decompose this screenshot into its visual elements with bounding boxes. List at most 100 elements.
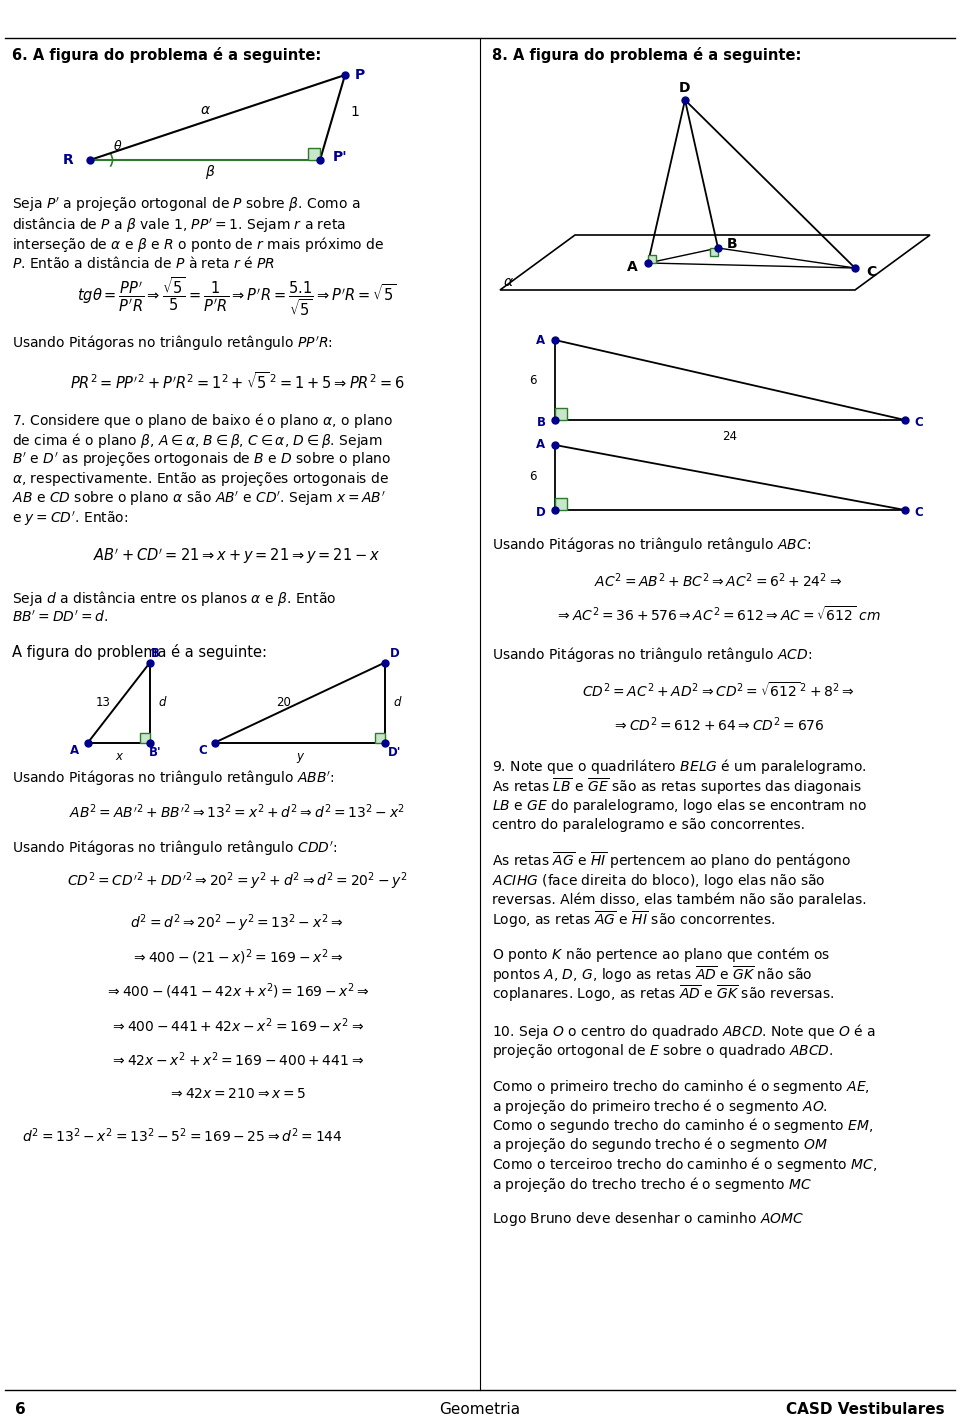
Text: e $y = CD'$. Então:: e $y = CD'$. Então: <box>12 509 129 528</box>
Text: CASD Vestibulares: CASD Vestibulares <box>786 1403 945 1417</box>
Text: Logo, as retas $\overline{AG}$ e $\overline{HI}$ são concorrentes.: Logo, as retas $\overline{AG}$ e $\overl… <box>492 910 776 930</box>
Text: reversas. Além disso, elas também não são paralelas.: reversas. Além disso, elas também não sã… <box>492 893 867 907</box>
Text: $AB' + CD' = 21 \Rightarrow x + y = 21 \Rightarrow y = 21 - x$: $AB' + CD' = 21 \Rightarrow x + y = 21 \… <box>93 546 381 566</box>
Text: O ponto $K$ não pertence ao plano que contém os: O ponto $K$ não pertence ao plano que co… <box>492 945 830 964</box>
Text: $B'$ e $D'$ as projeções ortogonais de $B$ e $D$ sobre o plano: $B'$ e $D'$ as projeções ortogonais de $… <box>12 451 392 469</box>
Text: Logo Bruno deve desenhar o caminho $AOMC$: Logo Bruno deve desenhar o caminho $AOMC… <box>492 1211 804 1229</box>
Text: $ACIHG$ (face direita do bloco), logo elas não são: $ACIHG$ (face direita do bloco), logo el… <box>492 871 826 890</box>
Text: B: B <box>151 647 159 660</box>
Text: B: B <box>537 416 545 429</box>
Text: interseção de $\alpha$ e $\beta$ e $R$ o ponto de $r$ mais próximo de: interseção de $\alpha$ e $\beta$ e $R$ o… <box>12 234 384 254</box>
Text: C: C <box>199 744 207 757</box>
Text: coplanares. Logo, as retas $\overline{AD}$ e $\overline{GK}$ são reversas.: coplanares. Logo, as retas $\overline{AD… <box>492 984 834 1004</box>
Text: $\Rightarrow 400 - (441 - 42x + x^2) = 169 - x^2 \Rightarrow$: $\Rightarrow 400 - (441 - 42x + x^2) = 1… <box>105 981 370 1001</box>
Text: B': B' <box>149 746 161 759</box>
Text: D: D <box>390 647 400 660</box>
Text: $AC^2 = AB^2 + BC^2 \Rightarrow AC^2 = 6^2 + 24^2 \Rightarrow$: $AC^2 = AB^2 + BC^2 \Rightarrow AC^2 = 6… <box>594 572 842 590</box>
Text: As retas $\overline{LB}$ e $\overline{GE}$ são as retas suportes das diagonais: As retas $\overline{LB}$ e $\overline{GE… <box>492 776 862 797</box>
Text: 24: 24 <box>723 429 737 442</box>
Text: $\Rightarrow 400 - 441 + 42x - x^2 = 169 - x^2 \Rightarrow$: $\Rightarrow 400 - 441 + 42x - x^2 = 169… <box>110 1017 364 1035</box>
Text: Usando Pitágoras no triângulo retângulo $CDD'$:: Usando Pitágoras no triângulo retângulo … <box>12 838 337 857</box>
Text: B: B <box>727 237 737 251</box>
Polygon shape <box>500 235 930 289</box>
Text: 6: 6 <box>529 471 537 483</box>
Text: D: D <box>680 81 691 96</box>
Text: 6: 6 <box>15 1403 26 1417</box>
Text: a projeção do segundo trecho é o segmento $OM$: a projeção do segundo trecho é o segment… <box>492 1135 828 1155</box>
Text: Seja $P'$ a projeção ortogonal de $P$ sobre $\beta$. Como a: Seja $P'$ a projeção ortogonal de $P$ so… <box>12 195 361 214</box>
Polygon shape <box>308 148 320 160</box>
Text: A: A <box>627 260 637 274</box>
Text: 6: 6 <box>529 374 537 386</box>
Text: $CD^2 = CD'^2 + DD'^2 \Rightarrow 20^2 = y^2 + d^2 \Rightarrow d^2 = 20^2 - y^2$: $CD^2 = CD'^2 + DD'^2 \Rightarrow 20^2 =… <box>67 871 407 893</box>
Polygon shape <box>710 248 718 257</box>
Text: a projeção do trecho trecho é o segmento $MC$: a projeção do trecho trecho é o segmento… <box>492 1175 812 1194</box>
Text: de cima é o plano $\beta$, $A \in \alpha$, $B \in \beta$, $C \in \alpha$, $D \in: de cima é o plano $\beta$, $A \in \alpha… <box>12 431 383 451</box>
Text: $d^2 = 13^2 - x^2 = 13^2 - 5^2 = 169 - 25 \Rightarrow d^2 = 144$: $d^2 = 13^2 - x^2 = 13^2 - 5^2 = 169 - 2… <box>22 1127 343 1145</box>
Text: C: C <box>915 416 924 429</box>
Text: a projeção do primeiro trecho é o segmento $AO$.: a projeção do primeiro trecho é o segmen… <box>492 1097 828 1115</box>
Text: $AB^2 = AB'^2 + BB'^2 \Rightarrow 13^2 = x^2 + d^2 \Rightarrow d^2 = 13^2 - x^2$: $AB^2 = AB'^2 + BB'^2 \Rightarrow 13^2 =… <box>69 803 405 821</box>
Text: A: A <box>537 439 545 452</box>
Text: Usando Pitágoras no triângulo retângulo $ABB'$:: Usando Pitágoras no triângulo retângulo … <box>12 769 335 787</box>
Text: $LB$ e $GE$ do paralelogramo, logo elas se encontram no: $LB$ e $GE$ do paralelogramo, logo elas … <box>492 797 868 816</box>
Text: projeção ortogonal de $E$ sobre o quadrado $ABCD$.: projeção ortogonal de $E$ sobre o quadra… <box>492 1042 833 1060</box>
Text: Geometria: Geometria <box>440 1403 520 1417</box>
Text: 13: 13 <box>96 696 110 709</box>
Text: $d^2 = d^2 \Rightarrow 20^2 - y^2 = 13^2 - x^2 \Rightarrow$: $d^2 = d^2 \Rightarrow 20^2 - y^2 = 13^2… <box>131 913 344 934</box>
Text: $\Rightarrow 42x = 210 \Rightarrow x = 5$: $\Rightarrow 42x = 210 \Rightarrow x = 5… <box>168 1087 306 1101</box>
Text: pontos $A$, $D$, $G$, logo as retas $\overline{AD}$ e $\overline{GK}$ não são: pontos $A$, $D$, $G$, logo as retas $\ov… <box>492 964 812 985</box>
Text: distância de $P$ a $\beta$ vale 1, $PP' = 1$. Sejam $r$ a reta: distância de $P$ a $\beta$ vale 1, $PP' … <box>12 215 346 234</box>
Text: A: A <box>537 334 545 347</box>
Text: Seja $d$ a distância entre os planos $\alpha$ e $\beta$. Então: Seja $d$ a distância entre os planos $\a… <box>12 589 336 607</box>
Text: P': P' <box>333 150 348 164</box>
Polygon shape <box>555 408 567 421</box>
Text: $P$. Então a distância de $P$ à reta $r$ é $PR$: $P$. Então a distância de $P$ à reta $r$… <box>12 255 276 271</box>
Text: $tg\theta = \dfrac{PP'}{P'R} \Rightarrow \dfrac{\sqrt{5}}{5} = \dfrac{1}{P'R} \R: $tg\theta = \dfrac{PP'}{P'R} \Rightarrow… <box>78 275 396 318</box>
Text: D: D <box>536 506 546 519</box>
Text: 10. Seja $O$ o centro do quadrado $ABCD$. Note que $O$ é a: 10. Seja $O$ o centro do quadrado $ABCD$… <box>492 1022 876 1041</box>
Text: 6. A figura do problema é a seguinte:: 6. A figura do problema é a seguinte: <box>12 47 322 63</box>
Polygon shape <box>648 255 656 262</box>
Text: $\Rightarrow AC^2 = 36 + 576 \Rightarrow AC^2 = 612 \Rightarrow AC = \sqrt{612}\: $\Rightarrow AC^2 = 36 + 576 \Rightarrow… <box>555 606 881 625</box>
Text: A: A <box>69 744 79 757</box>
Text: d: d <box>158 696 166 709</box>
Polygon shape <box>375 733 385 743</box>
Text: D': D' <box>388 746 401 759</box>
Text: 7. Considere que o plano de baixo é o plano $\alpha$, o plano: 7. Considere que o plano de baixo é o pl… <box>12 412 394 431</box>
Text: $\theta$: $\theta$ <box>113 138 123 153</box>
Polygon shape <box>555 498 567 511</box>
Text: x: x <box>115 750 123 763</box>
Text: 20: 20 <box>276 696 292 709</box>
Text: $BB' = DD' = d$.: $BB' = DD' = d$. <box>12 610 108 625</box>
Text: Usando Pitágoras no triângulo retângulo $ACD$:: Usando Pitágoras no triângulo retângulo … <box>492 646 812 665</box>
Text: d: d <box>394 696 400 709</box>
Text: $PR^2 = PP'^2 + P'R^2 = 1^2 + \sqrt{5}^{\,2} = 1 + 5 \Rightarrow PR^2 = 6$: $PR^2 = PP'^2 + P'R^2 = 1^2 + \sqrt{5}^{… <box>70 371 404 392</box>
Text: Usando Pitágoras no triângulo retângulo $ABC$:: Usando Pitágoras no triângulo retângulo … <box>492 536 811 555</box>
Text: Como o primeiro trecho do caminho é o segmento $AE$,: Como o primeiro trecho do caminho é o se… <box>492 1077 870 1097</box>
Text: C: C <box>915 506 924 519</box>
Text: $\Rightarrow CD^2 = 612 + 64 \Rightarrow CD^2 = 676$: $\Rightarrow CD^2 = 612 + 64 \Rightarrow… <box>612 716 825 734</box>
Text: $\alpha$: $\alpha$ <box>200 103 210 117</box>
Text: 9. Note que o quadrilátero $BELG$ é um paralelogramo.: 9. Note que o quadrilátero $BELG$ é um p… <box>492 757 867 777</box>
Text: A figura do problema é a seguinte:: A figura do problema é a seguinte: <box>12 645 267 660</box>
Text: $\Rightarrow 42x - x^2 + x^2 = 169 - 400 + 441 \Rightarrow$: $\Rightarrow 42x - x^2 + x^2 = 169 - 400… <box>110 1050 364 1070</box>
Text: P: P <box>355 68 365 83</box>
Text: Como o segundo trecho do caminho é o segmento $EM$,: Como o segundo trecho do caminho é o seg… <box>492 1117 874 1135</box>
Text: $AB$ e $CD$ sobre o plano $\alpha$ são $AB'$ e $CD'$. Sejam $x = AB'$: $AB$ e $CD$ sobre o plano $\alpha$ são $… <box>12 491 386 508</box>
Text: $CD^2 = AC^2 + AD^2 \Rightarrow CD^2 = \sqrt{612}^{\,2} + 8^2 \Rightarrow$: $CD^2 = AC^2 + AD^2 \Rightarrow CD^2 = \… <box>582 682 854 700</box>
Text: centro do paralelogramo e são concorrentes.: centro do paralelogramo e são concorrent… <box>492 819 805 833</box>
Text: y: y <box>297 750 303 763</box>
Text: $\beta$: $\beta$ <box>204 163 215 181</box>
Text: 1: 1 <box>350 106 359 118</box>
Text: As retas $\overline{AG}$ e $\overline{HI}$ pertencem ao plano do pentágono: As retas $\overline{AG}$ e $\overline{HI… <box>492 851 852 871</box>
Text: $\Rightarrow 400 - (21 - x)^2 = 169 - x^2 \Rightarrow$: $\Rightarrow 400 - (21 - x)^2 = 169 - x^… <box>131 948 344 967</box>
Polygon shape <box>140 733 150 743</box>
Text: Como o terceiroo trecho do caminho é o segmento $MC$,: Como o terceiroo trecho do caminho é o s… <box>492 1155 877 1174</box>
Text: Usando Pitágoras no triângulo retângulo $PP'R$:: Usando Pitágoras no triângulo retângulo … <box>12 334 333 352</box>
Text: $\alpha$: $\alpha$ <box>502 275 514 289</box>
Text: 8. A figura do problema é a seguinte:: 8. A figura do problema é a seguinte: <box>492 47 802 63</box>
Text: R: R <box>62 153 73 167</box>
Text: C: C <box>866 265 876 279</box>
Text: $\alpha$, respectivamente. Então as projeções ortogonais de: $\alpha$, respectivamente. Então as proj… <box>12 471 389 489</box>
